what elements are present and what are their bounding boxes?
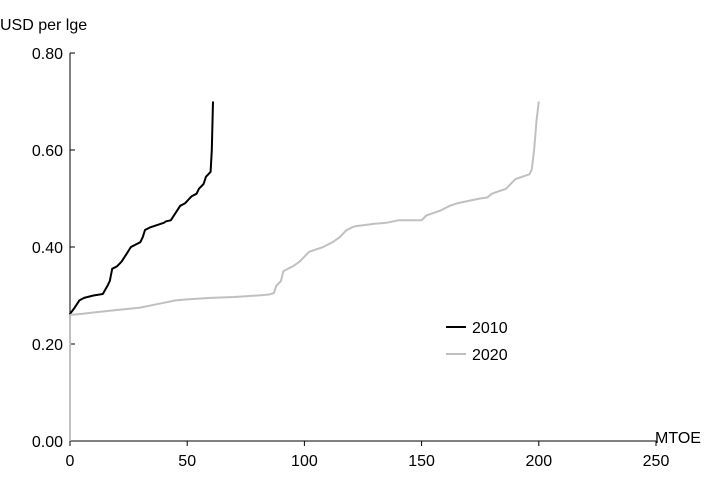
x-axis-label: MTOE [655,430,701,447]
series-line-2010 [69,101,214,441]
y-tick-label: 0.00 [32,434,63,451]
axis-ticks: 0.00 0.20 0.40 0.60 0.80 0 50 100 150 200 250 [32,46,670,470]
x-tick-label: 200 [525,453,552,470]
series-line-2020 [69,101,540,441]
x-tick-label: 250 [643,453,670,470]
y-tick-label: 0.60 [32,143,63,160]
series-lines [69,101,540,441]
legend-label-2020: 2020 [472,347,508,364]
y-axis-label: USD per lge [0,17,87,34]
axes [69,53,656,442]
y-tick-label: 0.80 [32,46,63,63]
y-tick-label: 0.40 [32,240,63,257]
y-tick-label: 0.20 [32,337,63,354]
legend: 2010 2020 [446,320,508,364]
x-tick-label: 150 [408,453,435,470]
x-tick-label: 50 [178,453,196,470]
x-tick-label: 100 [291,453,318,470]
x-tick-label: 0 [66,453,75,470]
legend-label-2010: 2010 [472,320,508,337]
